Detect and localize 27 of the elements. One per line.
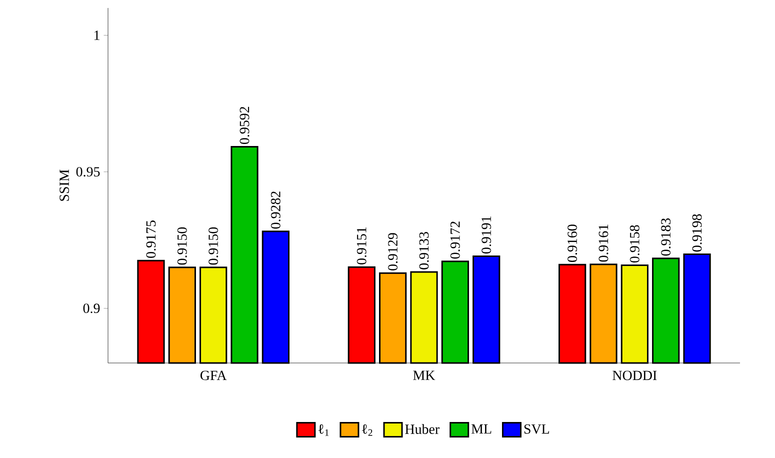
data-label: 0.9175	[146, 220, 156, 258]
data-label: 0.9150	[177, 227, 187, 265]
x-tick-label: NODDI	[612, 370, 657, 380]
data-label: 0.9183	[661, 218, 671, 256]
legend-label: ℓ$_{1}$	[318, 424, 329, 436]
y-axis-title: SSIM	[60, 170, 69, 201]
data-label: 0.9160	[568, 224, 578, 262]
y-tick-label: 1	[94, 30, 100, 40]
data-label: 0.9282	[270, 192, 280, 229]
legend-label: ML	[471, 424, 492, 434]
legend-label: ℓ$_{2}$	[362, 424, 372, 436]
legend-label: SVL	[524, 424, 549, 434]
y-tick-label: 0.95	[76, 167, 100, 177]
data-label: 0.9161	[598, 224, 608, 262]
data-label: 0.9158	[630, 225, 640, 262]
data-label: 0.9129	[388, 233, 398, 270]
data-label: 0.9133	[419, 232, 429, 270]
x-tick-label: GFA	[200, 370, 227, 380]
data-label: 0.9150	[208, 227, 218, 265]
y-tick-label: 0.9	[83, 304, 100, 314]
data-label: 0.9592	[240, 106, 250, 144]
data-label: 0.9151	[356, 227, 366, 264]
data-label: 0.9191	[482, 216, 492, 254]
legend-label: Huber	[405, 424, 440, 434]
data-label: 0.9198	[692, 214, 702, 252]
data-label: 0.9172	[450, 222, 460, 259]
x-tick-label: MK	[413, 370, 436, 380]
